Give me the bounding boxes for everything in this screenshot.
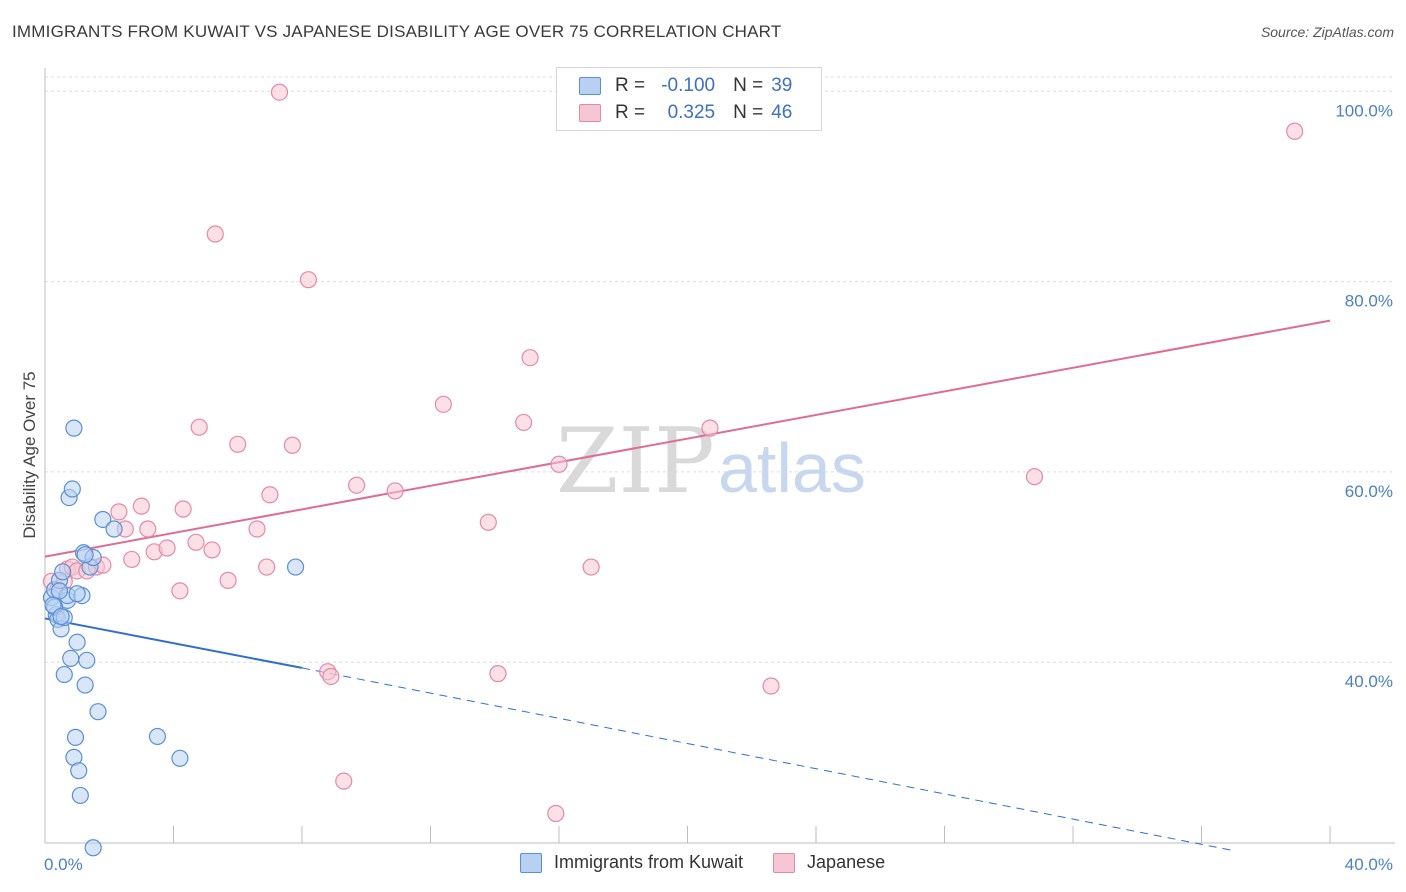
point-japanese	[258, 558, 276, 576]
point-japanese	[515, 413, 533, 432]
point-kuwait	[68, 633, 86, 651]
point-japanese	[110, 503, 128, 521]
point-kuwait	[286, 558, 305, 576]
point-kuwait	[70, 762, 88, 780]
series-name-japanese: Japanese	[807, 852, 886, 872]
legend-n-label: N =	[733, 75, 764, 96]
point-kuwait	[89, 703, 107, 721]
point-kuwait	[62, 649, 80, 667]
legend-swatch-pink	[579, 104, 601, 122]
legend-swatch-blue	[579, 77, 601, 95]
point-kuwait	[105, 520, 123, 538]
legend-r-value: 0.325	[667, 102, 716, 123]
point-kuwait	[66, 728, 85, 746]
point-japanese	[171, 582, 189, 600]
point-japanese	[132, 497, 150, 515]
point-japanese	[174, 500, 192, 518]
point-kuwait	[54, 563, 72, 581]
point-kuwait	[94, 510, 112, 529]
point-kuwait	[55, 665, 73, 684]
axes	[44, 68, 1395, 844]
point-japanese	[1286, 122, 1304, 140]
y-tick-label: 40.0%	[1345, 672, 1393, 691]
point-japanese	[219, 571, 237, 589]
point-japanese	[322, 667, 340, 686]
series-legend-kuwait: Immigrants from Kuwait	[520, 852, 743, 873]
trend-line-japanese	[44, 319, 1331, 558]
point-japanese	[701, 419, 719, 437]
point-japanese	[139, 520, 157, 538]
point-kuwait	[78, 651, 96, 669]
point-kuwait	[76, 676, 94, 694]
point-kuwait	[171, 749, 189, 767]
chart-source: Source: ZipAtlas.com	[1260, 24, 1394, 40]
legend-row-kuwait: R = -0.100 N = 39	[579, 73, 792, 99]
legend-r-value: -0.100	[661, 75, 716, 96]
point-japanese	[547, 804, 565, 823]
point-japanese	[261, 486, 279, 504]
series-name-kuwait: Immigrants from Kuwait	[554, 852, 744, 872]
point-kuwait	[76, 546, 94, 564]
tick-labels: 40.0% 60.0% 80.0% 100.0% 0.0% 40.0%	[44, 101, 1393, 874]
point-japanese	[762, 677, 780, 695]
legend-n-value: 39	[771, 75, 793, 96]
chart-title: IMMIGRANTS FROM KUWAIT VS JAPANESE DISAB…	[12, 22, 782, 41]
point-japanese	[489, 665, 507, 683]
point-kuwait	[84, 839, 102, 857]
series-legend-japanese: Japanese	[773, 852, 885, 873]
watermark: ZIP atlas	[556, 409, 866, 514]
point-kuwait	[50, 582, 69, 600]
legend-n-value: 46	[771, 102, 793, 123]
point-japanese	[248, 520, 266, 538]
point-kuwait	[68, 585, 86, 603]
point-japanese	[434, 395, 452, 413]
x-tick-label: 40.0%	[1345, 855, 1393, 874]
point-japanese	[206, 225, 224, 243]
point-japanese	[521, 349, 539, 367]
series-swatch-pink	[773, 852, 796, 873]
point-japanese	[270, 83, 289, 101]
point-japanese	[479, 513, 497, 531]
point-japanese	[550, 455, 568, 473]
point-japanese	[123, 550, 141, 569]
x-tick-label: 0.0%	[44, 855, 83, 874]
trend-line-kuwait-extension	[301, 667, 1234, 852]
legend-n-label: N =	[733, 102, 764, 123]
point-kuwait	[71, 786, 89, 805]
point-japanese	[190, 418, 208, 436]
watermark-zip: ZIP	[556, 409, 715, 514]
point-kuwait	[63, 480, 81, 498]
point-japanese	[335, 772, 353, 790]
point-japanese	[348, 476, 366, 494]
y-tick-label: 60.0%	[1345, 482, 1393, 501]
legend-r-label: R =	[615, 102, 646, 123]
y-tick-label: 100.0%	[1335, 101, 1393, 120]
point-kuwait	[148, 727, 167, 746]
trend-lines	[44, 319, 1331, 852]
point-japanese	[203, 541, 221, 559]
point-japanese	[386, 482, 404, 500]
point-japanese	[229, 435, 247, 453]
gridlines	[45, 76, 1395, 663]
series-legend: Immigrants from Kuwait Japanese	[520, 852, 915, 873]
series-swatch-blue	[520, 852, 542, 873]
trend-line-kuwait	[44, 617, 303, 669]
watermark-atlas: atlas	[718, 429, 866, 507]
legend-row-japanese: R = 0.325 N = 46	[579, 100, 792, 126]
legend-r-label: R =	[615, 75, 646, 96]
point-japanese	[1025, 468, 1044, 486]
point-japanese	[283, 436, 301, 454]
y-axis-label: Disability Age Over 75	[20, 371, 39, 538]
point-japanese	[582, 558, 600, 576]
point-japanese	[187, 533, 205, 551]
point-kuwait	[52, 607, 70, 626]
y-tick-label: 80.0%	[1345, 292, 1393, 311]
point-japanese	[158, 539, 176, 557]
point-kuwait	[65, 419, 83, 437]
stats-legend: R = -0.100 N = 39 R = 0.325 N = 46	[556, 67, 822, 131]
data-points	[42, 83, 1304, 857]
point-japanese	[299, 271, 318, 289]
